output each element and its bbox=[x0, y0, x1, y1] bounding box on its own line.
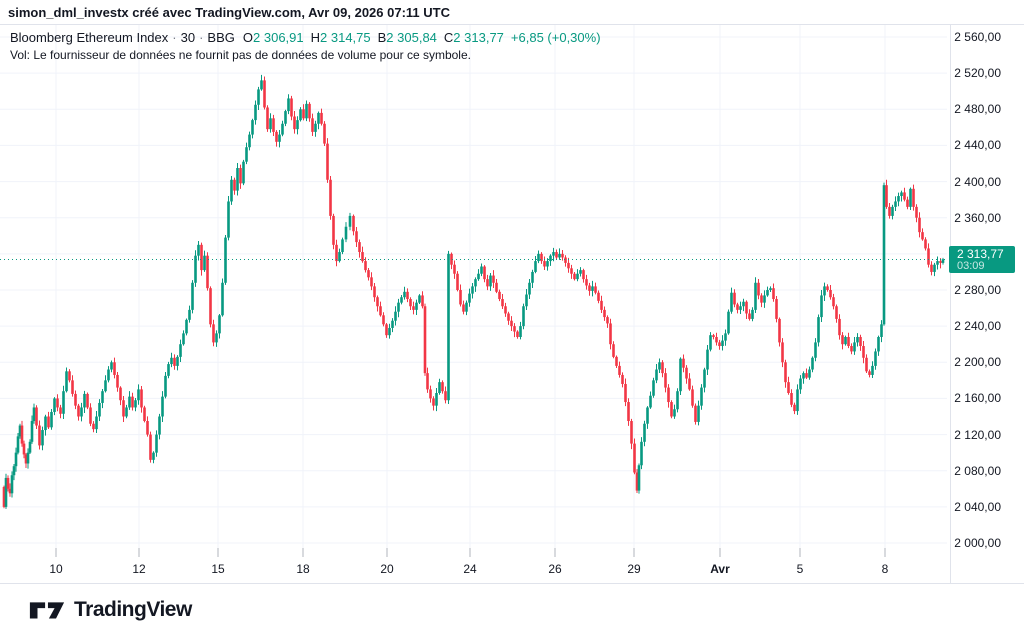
price-axis-label: 2 120,00 bbox=[954, 427, 1001, 442]
header-divider bbox=[0, 24, 1024, 25]
price-axis-label: 2 280,00 bbox=[954, 283, 1001, 297]
price-axis-label: 2 440,00 bbox=[954, 138, 1001, 153]
time-axis-label: 24 bbox=[463, 562, 477, 576]
time-axis-label: 12 bbox=[132, 562, 146, 576]
price-axis-label: 2 080,00 bbox=[954, 463, 1001, 478]
legend-exchange: BBG bbox=[207, 30, 235, 45]
price-axis-label: 2 400,00 bbox=[954, 174, 1001, 189]
symbol-legend[interactable]: Bloomberg Ethereum Index · 30 · BBG O2 306,91… bbox=[10, 30, 601, 45]
legend-interval: 30 bbox=[180, 30, 196, 45]
ohlc-open-value: 2 306,91 bbox=[253, 30, 304, 45]
legend-ohlc: O2 306,91 H2 314,75 B2 305,84 C2 313,77 +6,8… bbox=[243, 30, 601, 45]
time-axis-divider bbox=[0, 583, 1024, 584]
price-axis-label: 2 480,00 bbox=[954, 102, 1001, 117]
price-axis-label: 2 520,00 bbox=[954, 66, 1001, 81]
volume-message: Vol: Le fournisseur de données ne fourni… bbox=[10, 48, 471, 62]
price-axis-label: 2 160,00 bbox=[954, 391, 1001, 406]
ohlc-open-label: O bbox=[242, 30, 254, 45]
badge-time: 03:09 bbox=[957, 260, 985, 272]
price-axis-label: 2 000,00 bbox=[954, 536, 1001, 550]
vertical-gridlines bbox=[55, 25, 886, 557]
ohlc-high-value: 2 314,75 bbox=[320, 30, 371, 45]
badge-price: 2 313,77 bbox=[957, 247, 1004, 261]
horizontal-gridlines bbox=[0, 36, 947, 544]
time-axis-label: 10 bbox=[49, 562, 63, 576]
candles bbox=[2, 74, 945, 509]
tradingview-logo[interactable]: TradingView bbox=[28, 598, 192, 622]
price-badge: 2 313,77 03:09 bbox=[949, 246, 1015, 273]
price-axis-label: 2 560,00 bbox=[954, 30, 1001, 44]
legend-separator: · bbox=[199, 30, 204, 45]
legend-symbol: Bloomberg Ethereum Index bbox=[10, 30, 169, 45]
time-axis-label: 15 bbox=[211, 562, 225, 576]
ohlc-low-label: B bbox=[377, 30, 387, 45]
price-axis-label: 2 240,00 bbox=[954, 319, 1001, 334]
time-axis-label: 26 bbox=[548, 562, 562, 576]
price-axis[interactable]: 2 560,00 2 520,00 2 480,00 2 440,00 2 400,00… bbox=[950, 25, 1024, 583]
time-axis-label: 20 bbox=[380, 562, 394, 576]
price-axis-label: 2 360,00 bbox=[954, 210, 1001, 225]
ohlc-close-value: 2 313,77 bbox=[453, 30, 504, 45]
price-axis-label: 2 200,00 bbox=[954, 355, 1001, 370]
price-axis-label: 2 040,00 bbox=[954, 499, 1001, 514]
time-axis-label: 8 bbox=[881, 562, 889, 576]
time-axis-label: Avr bbox=[710, 562, 730, 576]
ohlc-low-value: 2 305,84 bbox=[386, 30, 437, 45]
time-axis-label: 5 bbox=[796, 562, 804, 576]
price-axis-divider bbox=[950, 25, 951, 583]
legend-change: +6,85 (+0,30%) bbox=[510, 30, 601, 45]
tradingview-logo-icon bbox=[29, 602, 65, 619]
time-axis-label: 29 bbox=[627, 562, 641, 576]
ohlc-high-label: H bbox=[310, 30, 321, 45]
ohlc-close-label: C bbox=[443, 30, 454, 45]
tradingview-logo-text: TradingView bbox=[74, 598, 192, 621]
time-axis-label: 18 bbox=[296, 562, 310, 576]
legend-separator: · bbox=[172, 30, 177, 45]
header-credit: simon_dml_investx créé avec TradingView.… bbox=[8, 5, 450, 20]
time-axis[interactable]: 10 12 15 18 20 24 26 29 Avr 5 8 bbox=[0, 555, 950, 583]
